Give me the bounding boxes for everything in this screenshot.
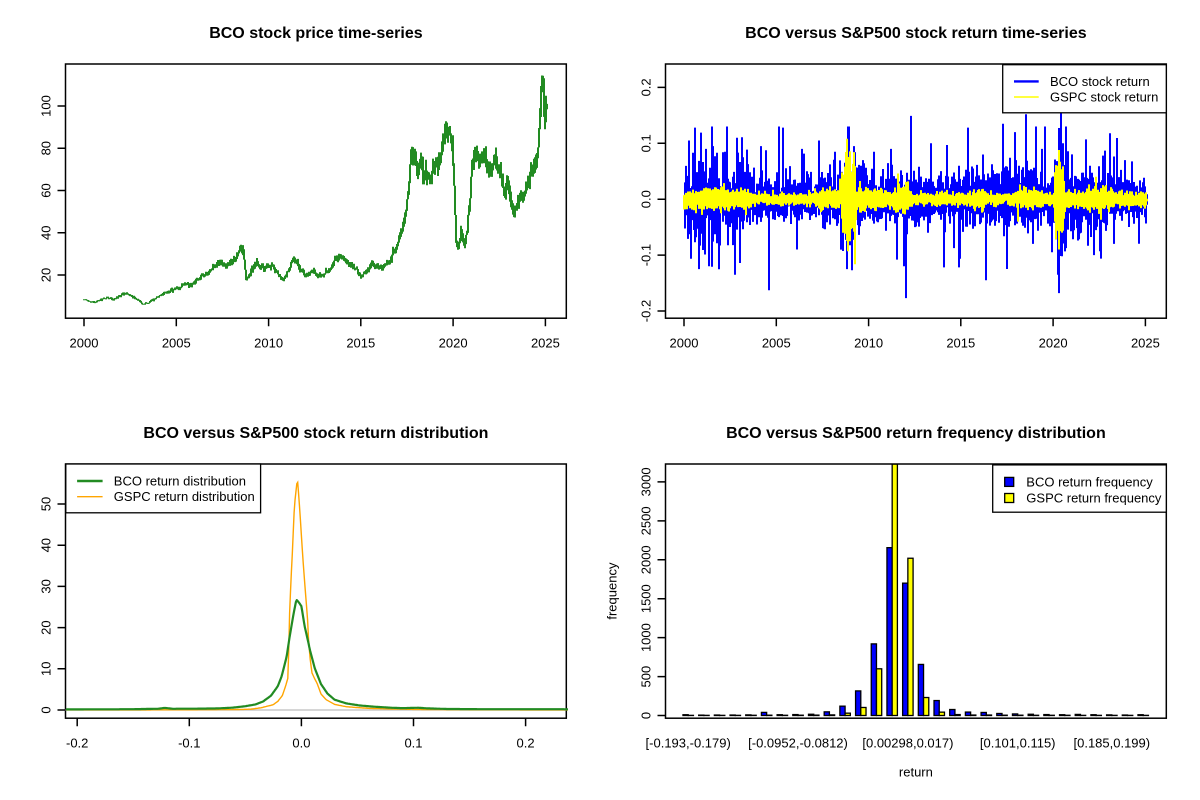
svg-text:50: 50 <box>39 497 54 511</box>
svg-text:2010: 2010 <box>254 336 283 351</box>
svg-text:500: 500 <box>639 666 654 688</box>
svg-text:2020: 2020 <box>1039 336 1068 351</box>
svg-text:-0.1: -0.1 <box>178 736 200 751</box>
svg-text:40: 40 <box>39 226 54 240</box>
svg-text:2000: 2000 <box>670 336 699 351</box>
svg-text:2000: 2000 <box>70 336 99 351</box>
svg-text:[-0.193,-0.179): [-0.193,-0.179) <box>646 736 731 751</box>
svg-text:20: 20 <box>39 620 54 634</box>
svg-text:BCO return distribution: BCO return distribution <box>114 473 246 488</box>
svg-text:1500: 1500 <box>639 584 654 613</box>
svg-text:0.2: 0.2 <box>639 78 654 96</box>
svg-text:return: return <box>899 765 933 780</box>
svg-text:frequency: frequency <box>605 562 620 620</box>
svg-text:80: 80 <box>39 141 54 155</box>
svg-text:0.0: 0.0 <box>292 736 310 751</box>
svg-text:-0.2: -0.2 <box>639 300 654 322</box>
svg-text:2500: 2500 <box>639 506 654 535</box>
svg-text:20: 20 <box>39 268 54 282</box>
svg-text:BCO versus S&P500 stock return: BCO versus S&P500 stock return time-seri… <box>745 25 1087 42</box>
svg-text:BCO stock price time-series: BCO stock price time-series <box>209 25 423 42</box>
svg-text:2025: 2025 <box>531 336 560 351</box>
svg-text:2005: 2005 <box>762 336 791 351</box>
svg-text:2015: 2015 <box>346 336 375 351</box>
svg-text:GSPC return frequency: GSPC return frequency <box>1026 490 1162 505</box>
svg-text:BCO return frequency: BCO return frequency <box>1026 474 1153 489</box>
svg-text:0.0: 0.0 <box>639 190 654 208</box>
svg-text:0: 0 <box>639 712 654 719</box>
svg-text:BCO versus S&P500 stock return: BCO versus S&P500 stock return distribut… <box>143 425 488 442</box>
svg-text:0.1: 0.1 <box>404 736 422 751</box>
svg-text:-0.1: -0.1 <box>639 244 654 266</box>
svg-text:0.1: 0.1 <box>639 134 654 152</box>
svg-text:3000: 3000 <box>639 467 654 496</box>
svg-text:[0.101,0.115): [0.101,0.115) <box>980 736 1056 751</box>
svg-text:1000: 1000 <box>639 623 654 652</box>
svg-text:GSPC stock return: GSPC stock return <box>1050 89 1158 104</box>
svg-text:2015: 2015 <box>946 336 975 351</box>
svg-text:BCO stock return: BCO stock return <box>1050 74 1150 89</box>
svg-text:[0.185,0.199): [0.185,0.199) <box>1073 736 1150 751</box>
svg-text:2025: 2025 <box>1131 336 1160 351</box>
svg-text:2000: 2000 <box>639 545 654 574</box>
svg-text:[-0.0952,-0.0812): [-0.0952,-0.0812) <box>748 736 848 751</box>
svg-text:GSPC return distribution: GSPC return distribution <box>114 489 255 504</box>
svg-text:30: 30 <box>39 579 54 593</box>
svg-text:60: 60 <box>39 183 54 197</box>
svg-text:2005: 2005 <box>162 336 191 351</box>
svg-text:40: 40 <box>39 538 54 552</box>
svg-text:0.2: 0.2 <box>517 736 535 751</box>
svg-text:0: 0 <box>39 706 54 713</box>
svg-text:-0.2: -0.2 <box>66 736 88 751</box>
svg-text:100: 100 <box>39 95 54 117</box>
svg-text:10: 10 <box>39 662 54 676</box>
svg-text:[0.00298,0.017): [0.00298,0.017) <box>862 736 953 751</box>
svg-text:2020: 2020 <box>439 336 468 351</box>
svg-text:2010: 2010 <box>854 336 883 351</box>
svg-text:BCO versus S&P500 return frequ: BCO versus S&P500 return frequency distr… <box>726 425 1106 442</box>
